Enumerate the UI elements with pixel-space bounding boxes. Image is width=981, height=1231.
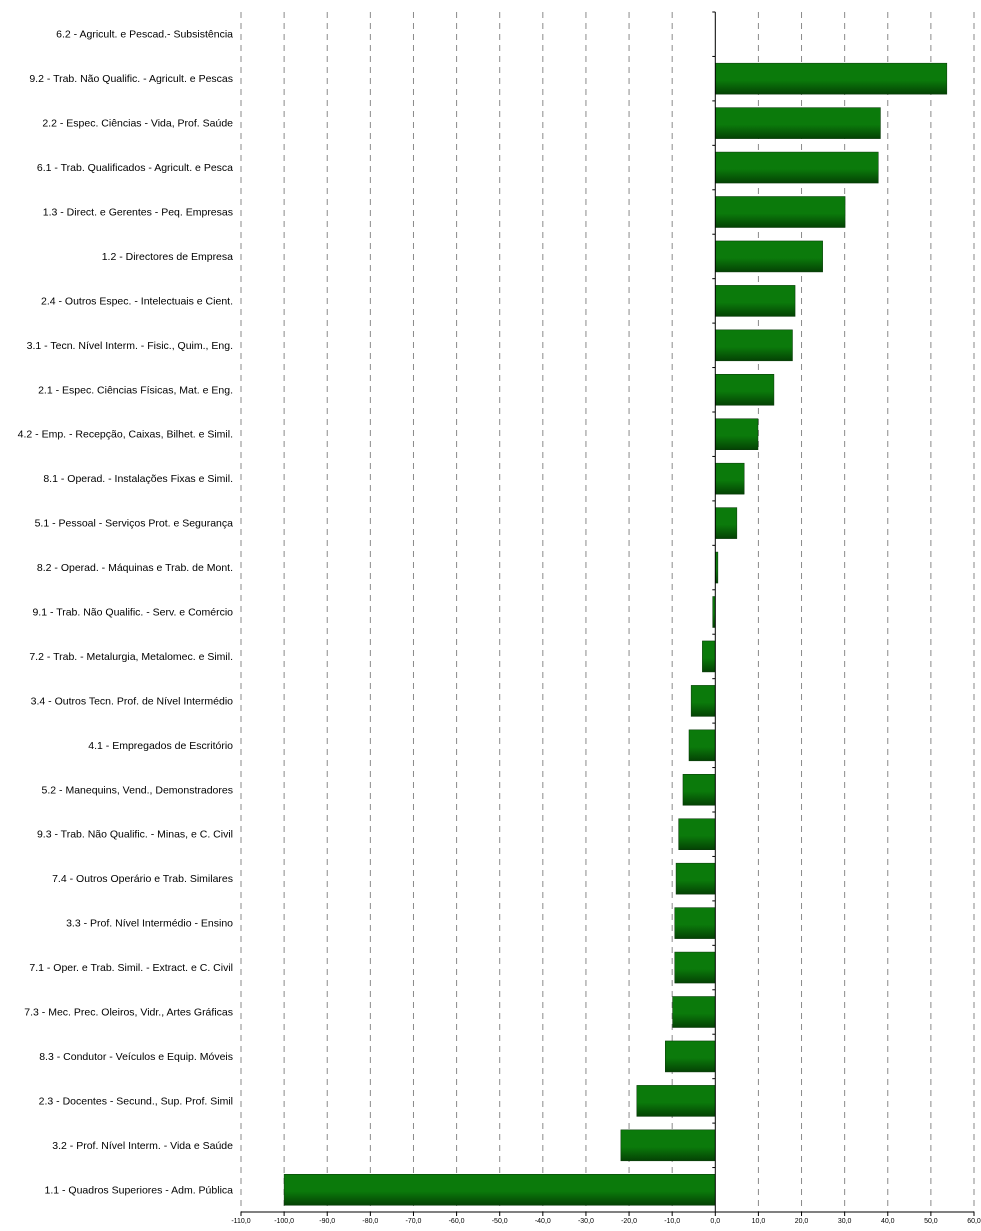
x-tick-label: -60,0 bbox=[449, 1218, 465, 1225]
category-label: 7.4 - Outros Operário e Trab. Similares bbox=[52, 873, 233, 885]
gridlines bbox=[241, 12, 974, 1212]
x-tick-label: 30,0 bbox=[838, 1218, 852, 1225]
x-tick-label: -70,0 bbox=[405, 1218, 421, 1225]
bar bbox=[715, 330, 792, 361]
category-label: 5.1 - Pessoal - Serviços Prot. e Seguran… bbox=[35, 518, 234, 530]
bars bbox=[284, 19, 947, 1206]
bar bbox=[715, 463, 744, 494]
bar bbox=[715, 419, 758, 450]
bar bbox=[715, 197, 845, 228]
category-label: 3.4 - Outros Tecn. Prof. de Nível Interm… bbox=[31, 695, 233, 707]
x-tick-label: -90,0 bbox=[319, 1218, 335, 1225]
x-tick-label: 20,0 bbox=[795, 1218, 809, 1225]
bar bbox=[715, 63, 947, 94]
bar bbox=[621, 1130, 715, 1161]
category-label: 6.2 - Agricult. e Pescad.- Subsistência bbox=[56, 29, 233, 41]
x-tick-label: -30,0 bbox=[578, 1218, 594, 1225]
category-label: 1.1 - Quadros Superiores - Adm. Pública bbox=[44, 1184, 233, 1196]
x-tick-label: -100,0 bbox=[274, 1218, 294, 1225]
x-tick-labels: -110,0 -100,0 -90,0 -80,0 -70,0 -60,0 -50,0 -40… bbox=[231, 1218, 981, 1225]
category-label: 7.1 - Oper. e Trab. Simil. - Extract. e … bbox=[29, 962, 233, 974]
category-label: 7.3 - Mec. Prec. Oleiros, Vidr., Artes G… bbox=[24, 1007, 233, 1019]
category-label: 1.3 - Direct. e Gerentes - Peq. Empresas bbox=[43, 207, 233, 219]
bar bbox=[715, 374, 774, 405]
category-label: 5.2 - Manequins, Vend., Demonstradores bbox=[42, 784, 233, 796]
x-tick-label: -110,0 bbox=[231, 1218, 250, 1225]
x-tick-label: 10,0 bbox=[752, 1218, 766, 1225]
x-tick-label: 0,0 bbox=[710, 1218, 720, 1225]
category-labels: 6.2 - Agricult. e Pescad.- Subsistência 9… bbox=[18, 29, 234, 1197]
category-label: 1.2 - Directores de Empresa bbox=[102, 251, 233, 263]
x-tick-label: -10,0 bbox=[664, 1218, 680, 1225]
category-label: 2.1 - Espec. Ciências Físicas, Mat. e En… bbox=[38, 384, 233, 396]
category-label: 8.1 - Operad. - Instalações Fixas e Simi… bbox=[43, 473, 233, 485]
x-tick-label: -50,0 bbox=[492, 1218, 508, 1225]
bar bbox=[689, 730, 715, 761]
category-label: 2.2 - Espec. Ciências - Vida, Prof. Saúd… bbox=[42, 118, 233, 130]
bar bbox=[715, 285, 795, 316]
bar bbox=[637, 1085, 715, 1116]
category-label: 2.4 - Outros Espec. - Intelectuais e Cie… bbox=[41, 295, 233, 307]
x-tick-label: -20,0 bbox=[621, 1218, 637, 1225]
x-tick-label: 60,0 bbox=[967, 1218, 981, 1225]
bar bbox=[683, 774, 715, 805]
bar bbox=[715, 152, 878, 183]
category-label: 2.3 - Docentes - Secund., Sup. Prof. Sim… bbox=[39, 1095, 233, 1107]
bar bbox=[665, 1041, 715, 1072]
bar bbox=[715, 508, 737, 539]
bar bbox=[676, 863, 715, 894]
category-label: 9.1 - Trab. Não Qualific. - Serv. e Comé… bbox=[32, 607, 233, 619]
bar bbox=[675, 952, 716, 983]
category-label: 9.3 - Trab. Não Qualific. - Minas, e C. … bbox=[37, 829, 233, 841]
bar bbox=[715, 108, 880, 139]
category-label: 8.3 - Condutor - Veículos e Equip. Móvei… bbox=[39, 1051, 233, 1063]
bar bbox=[675, 908, 716, 939]
category-label: 9.2 - Trab. Não Qualific. - Agricult. e … bbox=[29, 73, 233, 85]
bar bbox=[284, 1174, 715, 1205]
x-tick-label: 40,0 bbox=[881, 1218, 895, 1225]
category-label: 6.1 - Trab. Qualificados - Agricult. e P… bbox=[37, 162, 233, 174]
category-label: 4.1 - Empregados de Escritório bbox=[88, 740, 233, 752]
bar bbox=[715, 241, 822, 272]
x-tick-label: -80,0 bbox=[362, 1218, 378, 1225]
bar bbox=[673, 997, 716, 1028]
category-label: 3.2 - Prof. Nível Interm. - Vida e Saúde bbox=[52, 1140, 233, 1152]
category-label: 7.2 - Trab. - Metalurgia, Metalomec. e S… bbox=[29, 651, 233, 663]
bar bbox=[702, 641, 715, 672]
category-label: 3.3 - Prof. Nível Intermédio - Ensino bbox=[66, 918, 233, 930]
x-tick-label: -40,0 bbox=[535, 1218, 551, 1225]
bar bbox=[679, 819, 716, 850]
axes bbox=[241, 12, 974, 1216]
x-tick-label: 50,0 bbox=[924, 1218, 938, 1225]
category-label: 8.2 - Operad. - Máquinas e Trab. de Mont… bbox=[37, 562, 233, 574]
category-label: 3.1 - Tecn. Nível Interm. - Fisic., Quim… bbox=[27, 340, 233, 352]
bar bbox=[691, 685, 715, 716]
category-label: 4.2 - Emp. - Recepção, Caixas, Bilhet. e… bbox=[18, 429, 233, 441]
